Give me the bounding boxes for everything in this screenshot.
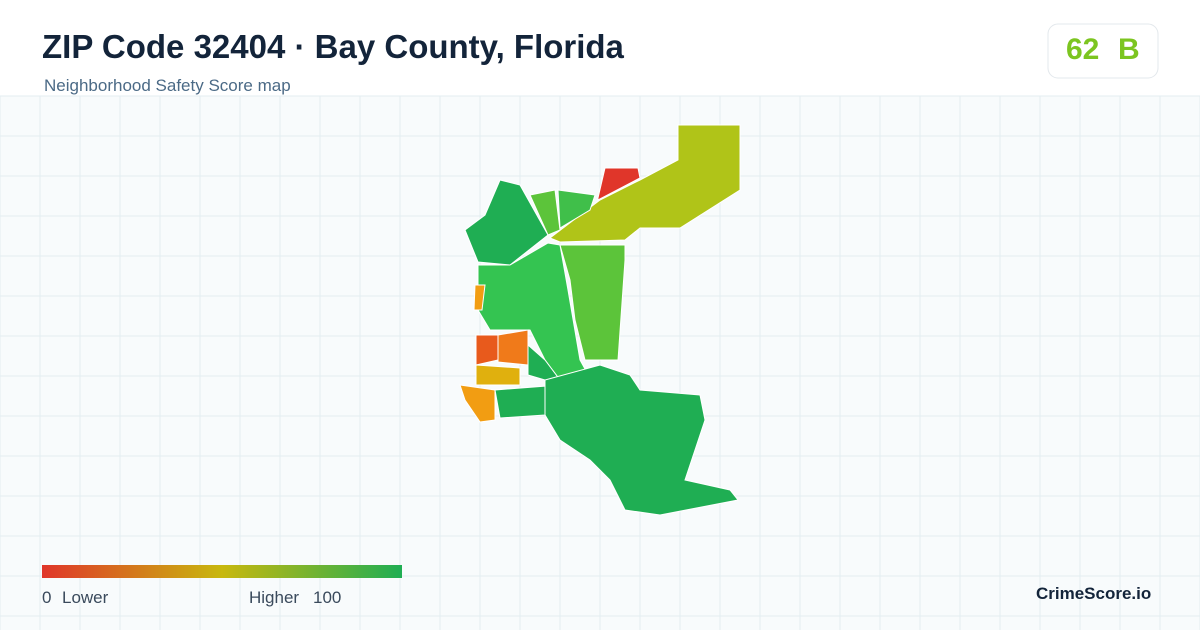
zone <box>559 244 626 361</box>
zone <box>473 284 486 311</box>
zone <box>529 189 561 236</box>
zone <box>557 189 596 229</box>
zone <box>544 364 739 516</box>
zones <box>459 124 741 516</box>
zone <box>597 167 641 201</box>
score-badge <box>1047 23 1159 79</box>
zone <box>497 329 529 366</box>
legend-min: 0 <box>42 588 52 607</box>
legend-bar <box>42 565 402 578</box>
brand: CrimeScore.io <box>1036 584 1152 603</box>
grid <box>0 95 1200 630</box>
subtitle: Neighborhood Safety Score map <box>44 76 291 95</box>
title: ZIP Code 32404 · Bay County, Florida <box>42 28 624 65</box>
zone <box>459 384 496 423</box>
legend-max-label: Higher <box>249 588 300 607</box>
header-bg <box>0 0 1200 96</box>
legend-max: 100 <box>313 588 342 607</box>
score: 62 <box>1066 33 1100 66</box>
legend-min-label: Lower <box>62 588 109 607</box>
grade: B <box>1118 33 1140 66</box>
zone <box>464 179 549 266</box>
zone <box>475 334 501 366</box>
zone <box>475 364 521 386</box>
zone <box>548 124 741 243</box>
